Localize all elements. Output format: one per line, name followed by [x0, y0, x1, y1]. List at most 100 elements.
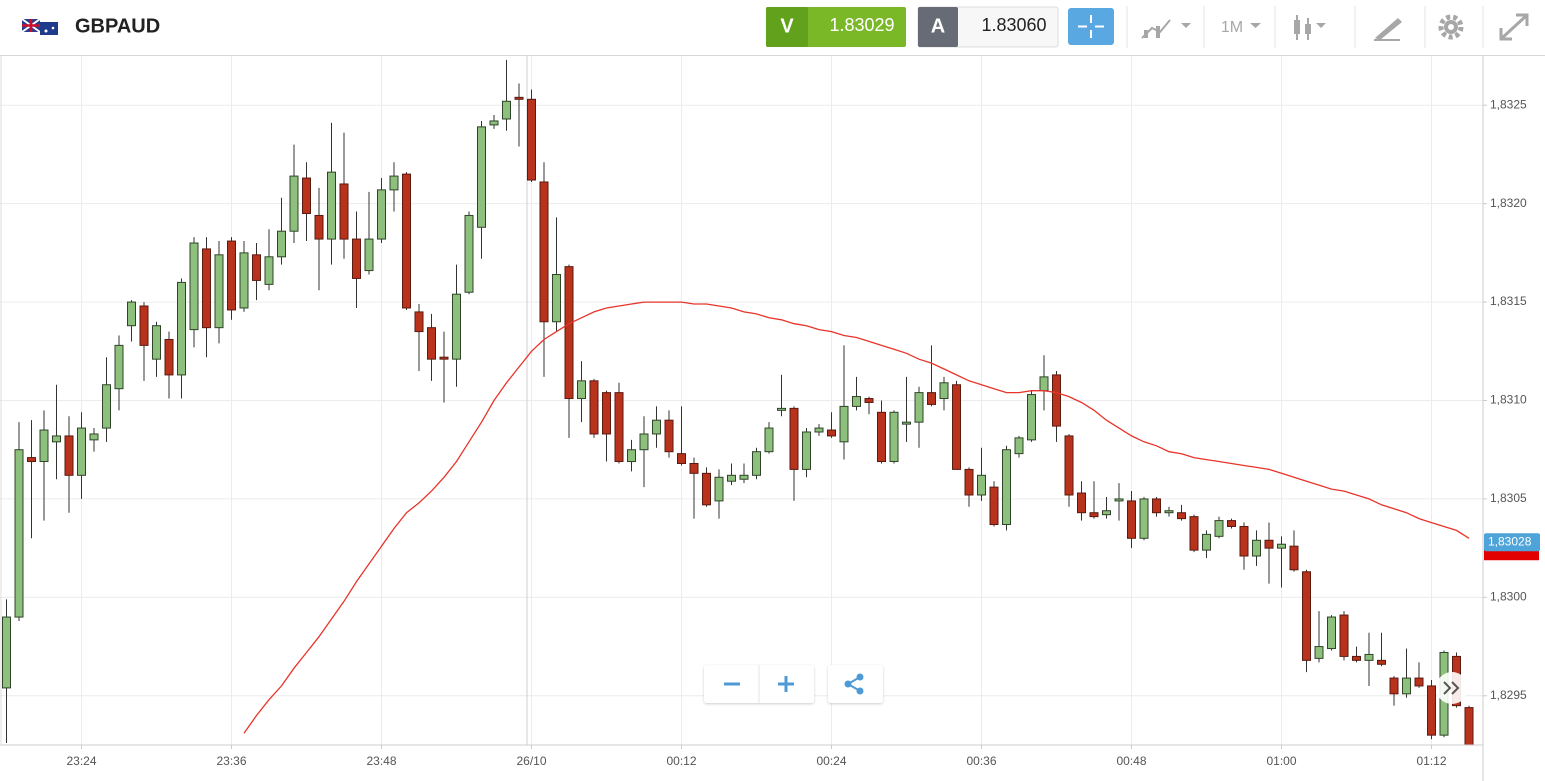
- candle-body: [839, 405, 849, 443]
- candle-body: [152, 325, 161, 360]
- scroll-right-button[interactable]: [1436, 672, 1468, 704]
- candle-body: [902, 421, 911, 425]
- interval-label: 1M: [1221, 19, 1243, 36]
- candle-body: [1227, 520, 1236, 527]
- candle-body: [239, 252, 249, 309]
- candle-body: [1214, 520, 1224, 537]
- draw-button[interactable]: [1374, 18, 1402, 41]
- candle-body: [1252, 539, 1261, 557]
- candle-body: [202, 248, 211, 329]
- candle-body: [1264, 539, 1274, 549]
- moving-average-line: [243, 301, 1470, 734]
- candle-body: [414, 311, 424, 333]
- candle-body: [77, 427, 86, 476]
- candle-body: [314, 214, 324, 240]
- interval-button[interactable]: 1M: [1221, 19, 1261, 36]
- candle-body: [789, 407, 799, 470]
- y-tick-label: 1,8305: [1490, 491, 1527, 505]
- candle-body: [702, 472, 711, 506]
- candle-body: [577, 380, 586, 400]
- candle-body: [1327, 616, 1336, 650]
- candle-body: [302, 177, 311, 214]
- candle-body: [1314, 646, 1324, 659]
- candle-body: [1414, 677, 1424, 687]
- candle-body: [964, 468, 974, 496]
- candle-body: [752, 451, 761, 476]
- x-tick-label: 00:24: [816, 754, 846, 768]
- candle-body: [52, 435, 61, 443]
- candle-body: [1164, 510, 1174, 514]
- flag-icon: [21, 18, 58, 35]
- candle-body: [1077, 492, 1086, 514]
- crosshair-button[interactable]: [1068, 8, 1114, 45]
- candle-body: [227, 240, 236, 311]
- candle-body: [1239, 525, 1249, 557]
- candle-body: [852, 396, 861, 407]
- candle-body: [327, 171, 336, 240]
- fullscreen-button[interactable]: [1499, 13, 1529, 41]
- candle-body: [952, 384, 961, 470]
- candle-body: [364, 238, 374, 272]
- candle-body: [802, 431, 811, 470]
- candle-body: [1339, 614, 1349, 657]
- candle-body: [1127, 500, 1136, 539]
- y-tick-label: 1,8300: [1490, 590, 1527, 604]
- sell-button[interactable]: V 1.83029: [766, 7, 906, 47]
- x-tick-label: 00:36: [966, 754, 996, 768]
- candle-body: [1289, 545, 1299, 571]
- candle-body: [389, 175, 399, 191]
- candle-body: [1064, 435, 1074, 496]
- y-tick-label: 1,8325: [1490, 97, 1527, 111]
- candle-body: [1102, 510, 1111, 516]
- x-tick-label: 23:36: [216, 754, 246, 768]
- candle-body: [939, 382, 949, 400]
- candle-body: [1014, 437, 1024, 455]
- candle-body: [164, 338, 174, 376]
- candles: [2, 59, 1474, 745]
- candle-body: [1089, 512, 1099, 518]
- chart-type-button[interactable]: [1141, 19, 1191, 39]
- buy-label: A: [931, 15, 945, 37]
- candle-body: [989, 486, 999, 526]
- candle-body: [977, 474, 986, 496]
- candle-body: [864, 398, 874, 403]
- symbol: GBPAUD: [75, 15, 160, 37]
- candle-body: [689, 462, 699, 474]
- candle-body: [1052, 374, 1061, 427]
- candle-body: [2, 616, 11, 689]
- candle-style-button[interactable]: [1294, 15, 1326, 40]
- x-tick-label: 00:12: [666, 754, 696, 768]
- candle-body: [1352, 655, 1361, 661]
- candle-body: [289, 175, 299, 232]
- candle-body: [1189, 516, 1199, 551]
- buy-button[interactable]: A 1.83060: [917, 6, 1059, 48]
- candle-body: [927, 392, 936, 405]
- candle-body: [739, 474, 749, 480]
- candle-body: [464, 214, 474, 293]
- candle-body: [177, 281, 186, 376]
- candle-body: [564, 266, 574, 400]
- settings-button[interactable]: [1438, 14, 1464, 40]
- candle-body: [589, 380, 599, 435]
- candle-body: [827, 429, 836, 437]
- candle-body: [139, 305, 149, 346]
- candle-body: [714, 476, 724, 502]
- candle-body: [539, 181, 549, 323]
- candle-body: [1302, 571, 1311, 661]
- last-price-marker: [1484, 533, 1540, 552]
- candle-body: [64, 435, 74, 476]
- x-tick-label: 26/10: [516, 754, 546, 768]
- zoom-controls: [704, 665, 814, 703]
- candle-body: [277, 230, 286, 258]
- candle-body: [1364, 653, 1374, 661]
- candle-body: [514, 96, 524, 100]
- x-tick-label: 01:12: [1416, 754, 1446, 768]
- candle-body: [1002, 449, 1011, 526]
- share-button[interactable]: [828, 665, 883, 703]
- candle-body: [427, 327, 436, 360]
- candle-body: [264, 256, 274, 285]
- candle-body: [677, 453, 686, 464]
- candle-body: [764, 427, 774, 453]
- candle-body: [602, 392, 611, 435]
- zoom-in-button[interactable]: [778, 676, 794, 692]
